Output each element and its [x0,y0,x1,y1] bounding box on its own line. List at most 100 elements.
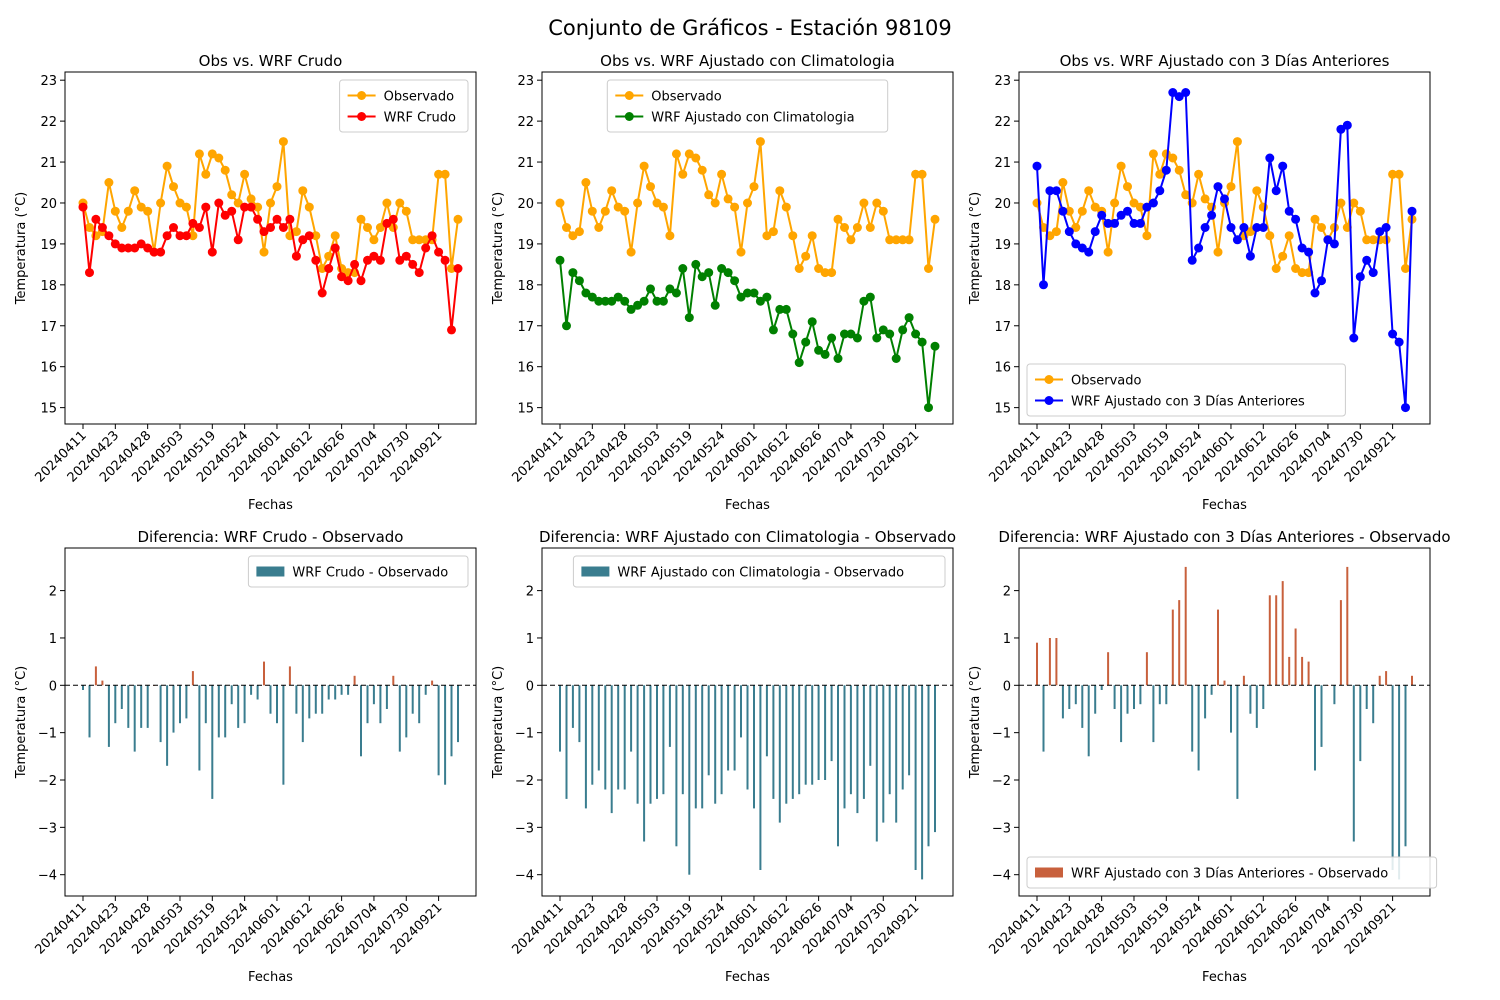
bar [643,685,646,842]
y-tick-label: −2 [515,774,534,789]
y-tick-label: −2 [992,774,1011,789]
bar [578,685,581,743]
data-point [594,296,604,306]
data-point [162,231,172,241]
bar [269,685,272,714]
bar [895,685,898,823]
bar [623,685,626,790]
y-tick-label: 1 [49,632,57,647]
legend-swatch-marker [1044,396,1054,405]
data-point [1090,227,1100,237]
data-point [684,149,694,159]
data-point [1245,251,1255,261]
series-line-2 [82,199,459,331]
data-point [794,358,804,368]
y-tick-label: −1 [515,727,534,742]
data-point [233,198,243,208]
legend-box [247,555,469,588]
legend: WRF Crudo - Observado [247,555,469,588]
data-point [1394,337,1404,347]
bar [746,685,749,790]
bar [688,685,691,875]
bar [804,685,807,785]
data-point [311,255,321,265]
data-point [917,337,927,347]
data-point [240,169,250,179]
bar [1262,685,1265,709]
bar [321,685,324,714]
bar [295,685,298,714]
y-tick-label: −1 [38,727,57,742]
legend-box [606,79,889,133]
data-point [755,137,765,147]
legend-label: WRF Crudo [384,111,456,126]
legend: Observado WRF Ajustado con 3 Días Anterio… [1026,363,1346,417]
data-point [898,325,908,335]
bar [1301,656,1304,686]
bar [727,685,730,771]
data-point [291,227,301,237]
data-point [1051,186,1061,196]
data-point [587,292,597,302]
data-point [304,231,314,241]
bar [1036,642,1038,686]
data-point [1181,88,1191,97]
y-tick-label: 17 [40,320,57,335]
data-point [395,198,405,208]
bar [1288,656,1291,686]
data-point [350,259,360,269]
data-point [278,137,288,147]
bar [94,666,97,686]
y-tick-label: 18 [40,279,57,294]
bar [617,685,620,790]
data-point [414,268,424,278]
data-point [814,264,824,273]
data-point [1252,186,1262,196]
chart-title: Diferencia: WRF Ajustado con 3 Días Ante… [998,528,1450,546]
data-point [820,268,830,278]
bar [127,685,130,728]
bar [559,685,561,752]
bar [437,685,440,776]
data-point [678,169,688,179]
data-point [298,235,308,245]
legend-label: WRF Ajustado con 3 Días Anteriores - Obs… [1071,867,1388,882]
data-point [1265,231,1275,241]
data-point [272,182,282,192]
data-point [317,288,327,298]
data-point [801,251,811,261]
bar [418,685,421,724]
data-point [1051,227,1061,237]
y-tick-label: 23 [994,74,1011,89]
legend-swatch [581,566,610,577]
axes-frame [64,71,477,425]
data-point [697,272,707,282]
y-tick-label: 16 [40,361,57,376]
data-point [1077,243,1087,253]
data-point [1103,247,1113,257]
data-point [395,255,405,265]
data-point [104,178,114,187]
y-tick-label: 21 [40,156,57,171]
data-point [162,161,172,171]
bar [243,685,246,724]
data-point [646,182,655,192]
data-point [633,198,643,208]
data-point [1401,403,1410,413]
data-point [620,206,630,216]
data-point [833,354,843,363]
data-point [852,223,862,232]
data-point [736,247,746,257]
bar [1107,652,1110,686]
bar [1236,685,1239,799]
data-point [1142,202,1152,212]
bar [921,685,924,880]
legend-label: Observado [651,90,722,105]
data-point [691,153,701,163]
y-tick-label: −4 [515,869,534,884]
y-tick-label: 21 [994,156,1011,171]
data-point [697,165,707,175]
data-point [671,149,681,159]
data-point [613,292,623,302]
bar [1242,675,1245,686]
